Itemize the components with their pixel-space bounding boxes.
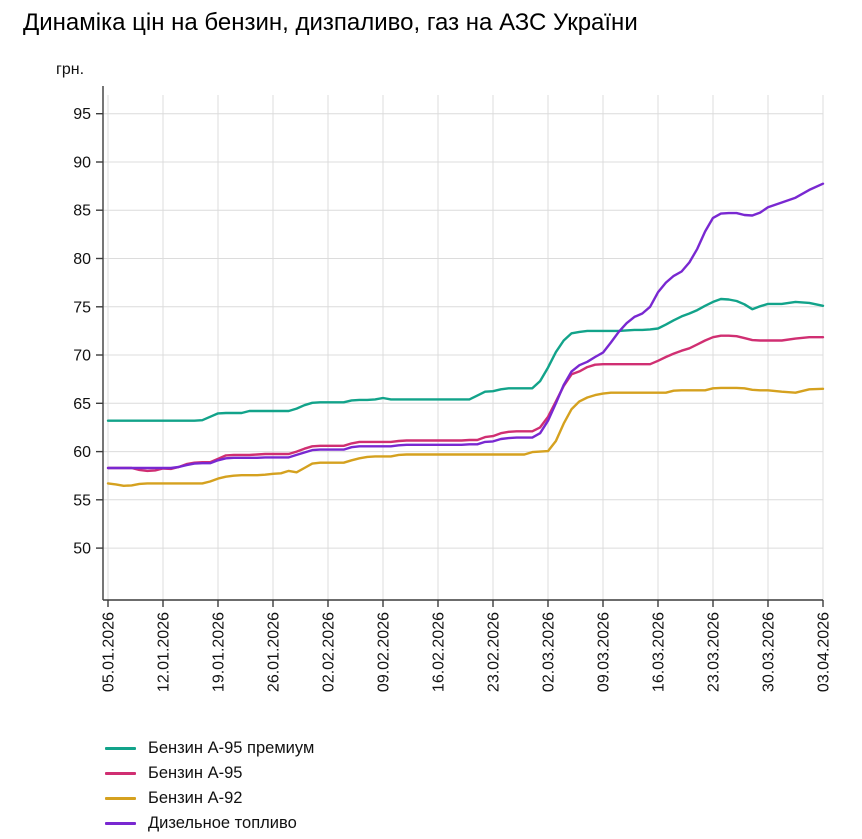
x-tick-label: 12.01.2026 — [156, 612, 173, 692]
legend-item: Бензин А-92 — [105, 786, 314, 811]
series-line-3 — [106, 182, 825, 470]
legend-item: Бензин А-95 — [105, 761, 314, 786]
y-tick-label: 90 — [73, 155, 91, 172]
x-tick-label: 05.01.2026 — [101, 612, 118, 692]
legend: Бензин А-95 премиум Бензин А-95 Бензин А-9… — [105, 736, 314, 836]
y-tick-label: 95 — [73, 106, 91, 123]
x-tick-label: 19.01.2026 — [211, 612, 228, 692]
x-tick-label: 02.02.2026 — [321, 612, 338, 692]
legend-label: Бензин А-95 — [148, 764, 243, 782]
x-tick-label: 02.03.2026 — [541, 612, 558, 692]
chart-title: Динаміка цін на бензин, дизпаливо, газ н… — [23, 9, 638, 36]
y-tick-label: 50 — [73, 541, 91, 558]
y-axis-unit-label: грн. — [56, 61, 85, 78]
legend-swatch — [105, 747, 136, 750]
y-tick-label: 65 — [73, 396, 91, 413]
y-tick-label: 55 — [73, 492, 91, 509]
x-tick-label: 16.02.2026 — [431, 612, 448, 692]
y-tick-label: 85 — [73, 203, 91, 220]
x-tick-label: 23.02.2026 — [486, 612, 503, 692]
y-tick-label: 75 — [73, 299, 91, 316]
legend-swatch — [105, 772, 136, 775]
x-tick-label: 16.03.2026 — [651, 612, 668, 692]
x-tick-label: 30.03.2026 — [761, 612, 778, 692]
x-tick-label: 26.01.2026 — [266, 612, 283, 692]
legend-item: Дизельное топливо — [105, 811, 314, 836]
legend-label: Бензин А-95 премиум — [148, 739, 315, 757]
legend-label: Дизельное топливо — [148, 814, 297, 832]
x-tick-label: 09.03.2026 — [596, 612, 613, 692]
series-line-1 — [106, 334, 825, 473]
series-line-2 — [106, 386, 825, 487]
legend-swatch — [105, 822, 136, 825]
x-tick-label: 23.03.2026 — [706, 612, 723, 692]
y-tick-label: 70 — [73, 348, 91, 365]
legend-swatch — [105, 797, 136, 800]
legend-label: Бензин А-92 — [148, 789, 243, 807]
x-tick-label: 09.02.2026 — [376, 612, 393, 692]
legend-item: Бензин А-95 премиум — [105, 736, 314, 761]
y-tick-label: 60 — [73, 444, 91, 461]
y-tick-label: 80 — [73, 251, 91, 268]
x-tick-label: 03.04.2026 — [816, 612, 833, 692]
series-line-0 — [106, 297, 825, 422]
price-chart: 50 55 60 65 70 75 80 85 90 95 05.01.2026 12.01.2026… — [73, 86, 833, 692]
